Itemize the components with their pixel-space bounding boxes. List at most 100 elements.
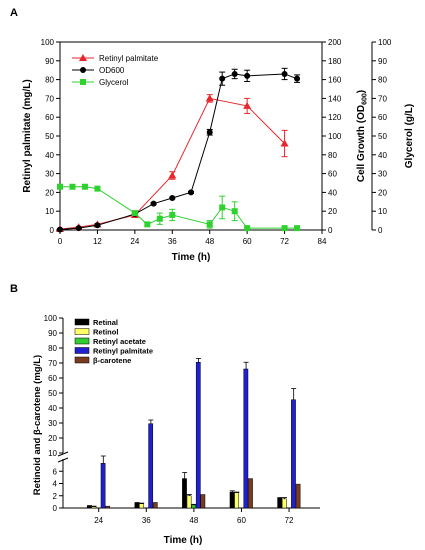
data-point bbox=[75, 225, 82, 232]
right1-tick-label: 160 bbox=[328, 76, 342, 85]
right2-tick-label: 90 bbox=[378, 57, 387, 66]
legend-swatch bbox=[74, 328, 90, 335]
data-point bbox=[231, 208, 238, 215]
legend-label: Retinyl palmitate bbox=[93, 347, 153, 356]
axis-break-mark bbox=[57, 457, 69, 463]
right1-tick-label: 0 bbox=[328, 226, 333, 235]
right2-tick-label: 80 bbox=[378, 76, 387, 85]
y-tick-label: 80 bbox=[48, 344, 57, 353]
x-tick-label: 36 bbox=[168, 237, 177, 246]
legend-label: Retinyl palmitate bbox=[99, 54, 159, 63]
right1-tick-label: 40 bbox=[328, 188, 337, 197]
right1-tick-label: 200 bbox=[328, 38, 342, 47]
data-point bbox=[57, 226, 63, 233]
panel-label-b: B bbox=[10, 283, 18, 295]
bar bbox=[148, 423, 154, 509]
legend-label: Retinyl acetate bbox=[93, 337, 146, 346]
x-tick-label: 24 bbox=[130, 237, 139, 246]
data-point bbox=[206, 221, 213, 228]
left-tick-label: 60 bbox=[45, 113, 54, 122]
right2-tick-label: 60 bbox=[378, 113, 387, 122]
legend-marker bbox=[79, 54, 87, 61]
panel-label-a: A bbox=[10, 7, 18, 19]
data-point bbox=[219, 204, 226, 211]
y-tick-label: 30 bbox=[48, 419, 57, 428]
y-tick-label: 2 bbox=[53, 492, 58, 501]
bar bbox=[234, 492, 240, 509]
legend-label: β-carotene bbox=[93, 356, 131, 365]
bar bbox=[248, 478, 253, 509]
data-point bbox=[244, 225, 251, 232]
x-tick-label: 0 bbox=[58, 237, 63, 246]
right1-tick-label: 60 bbox=[328, 170, 337, 179]
right2-tick-label: 40 bbox=[378, 151, 387, 160]
panel-b-x-axis-label: Time (h) bbox=[164, 535, 203, 546]
left-tick-label: 50 bbox=[45, 132, 54, 141]
data-point bbox=[57, 183, 63, 190]
data-point bbox=[81, 183, 88, 190]
series-line bbox=[60, 186, 298, 229]
series-line bbox=[59, 97, 285, 230]
right2-tick-label: 30 bbox=[378, 170, 387, 179]
x-tick-label: 84 bbox=[318, 237, 327, 246]
bar bbox=[200, 494, 206, 509]
data-point bbox=[294, 75, 301, 82]
data-point bbox=[156, 215, 163, 222]
data-point bbox=[219, 75, 226, 82]
bar bbox=[100, 463, 106, 509]
right2-tick-label: 20 bbox=[378, 188, 387, 197]
bar bbox=[191, 504, 197, 509]
x-tick-label: 60 bbox=[243, 237, 252, 246]
bar bbox=[86, 505, 92, 509]
left-tick-label: 30 bbox=[45, 170, 54, 179]
x-tick-label: 12 bbox=[93, 237, 102, 246]
legend-label: Retinal bbox=[93, 318, 118, 327]
bar bbox=[152, 502, 158, 509]
data-point bbox=[206, 129, 213, 136]
bar bbox=[91, 506, 97, 509]
right1-tick-label: 20 bbox=[328, 207, 337, 216]
right1-tick-label: 180 bbox=[328, 57, 342, 66]
legend-swatch bbox=[74, 356, 90, 364]
legend-label: OD600 bbox=[99, 66, 125, 75]
legend-label: Retinol bbox=[93, 328, 118, 337]
panel-a-left-axis-label: Retinyl palmitate (mg/L) bbox=[22, 79, 33, 192]
bar bbox=[186, 495, 192, 509]
panel-a-chart: Time (h) Retinyl palmitate (mg/L) Cell G… bbox=[22, 38, 415, 263]
data-point bbox=[169, 195, 176, 202]
data-point bbox=[244, 72, 251, 79]
right2-tick-label: 70 bbox=[378, 94, 387, 103]
legend-marker bbox=[80, 79, 86, 85]
data-point bbox=[281, 225, 288, 232]
bar bbox=[229, 491, 235, 509]
right1-tick-label: 100 bbox=[328, 132, 342, 141]
left-tick-label: 80 bbox=[45, 76, 54, 85]
x-tick-label: 60 bbox=[237, 516, 246, 525]
y-tick-label: 10 bbox=[48, 449, 57, 458]
data-point bbox=[131, 210, 138, 217]
data-point bbox=[94, 185, 101, 192]
right1-tick-label: 140 bbox=[328, 94, 342, 103]
data-point bbox=[231, 70, 238, 77]
data-point bbox=[280, 139, 289, 147]
y-tick-label: 6 bbox=[53, 467, 58, 476]
bar bbox=[182, 478, 187, 509]
x-tick-label: 36 bbox=[142, 516, 151, 525]
y-tick-label: 0 bbox=[53, 504, 58, 513]
data-point bbox=[168, 171, 177, 179]
panel-a-right1-axis-label: Cell Growth (OD600) bbox=[356, 90, 369, 182]
left-tick-label: 90 bbox=[45, 57, 54, 66]
data-point bbox=[150, 200, 157, 207]
left-tick-label: 20 bbox=[45, 188, 54, 197]
legend-marker bbox=[80, 67, 86, 73]
bar bbox=[134, 502, 140, 509]
y-tick-label: 40 bbox=[48, 404, 57, 413]
legend-swatch bbox=[74, 347, 90, 354]
legend-swatch bbox=[74, 337, 90, 345]
data-point bbox=[205, 94, 214, 102]
right1-tick-label: 80 bbox=[328, 151, 337, 160]
x-tick-label: 72 bbox=[285, 516, 294, 525]
